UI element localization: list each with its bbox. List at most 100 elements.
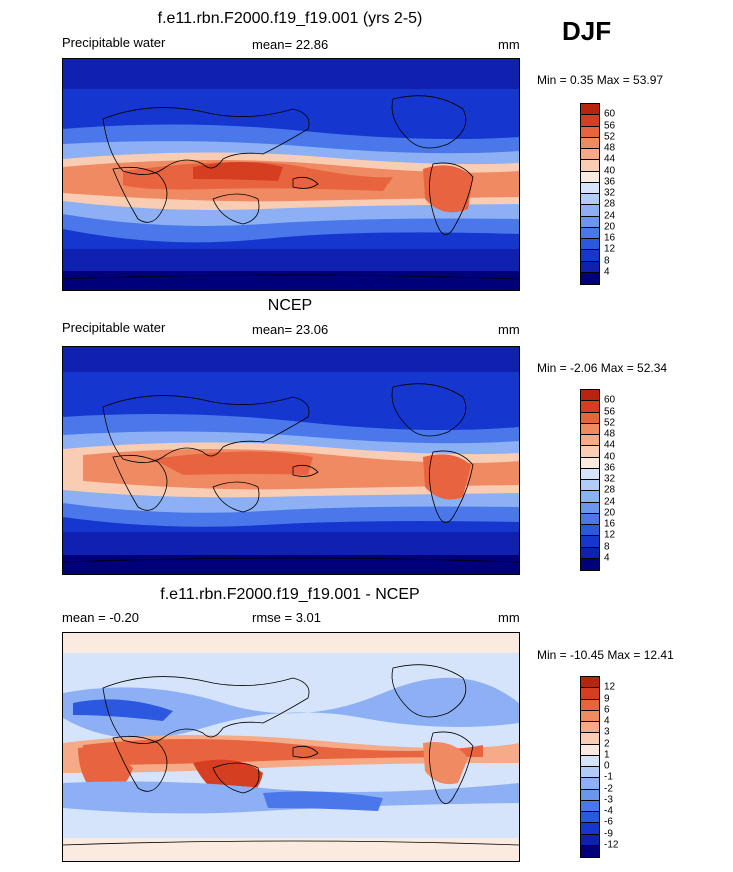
colorbar-swatch [581,699,599,711]
colorbar-tick-label: -12 [604,839,619,851]
colorbar-swatch [581,468,599,480]
panel2-colorbar-labels: 60 56 52 48 44 40 36 32 28 24 20 16 12 8 4 [580,389,620,569]
panel2-map-field [63,347,519,574]
panel3-map [62,632,520,862]
panel2-units: mm [498,322,520,337]
colorbar-swatch [581,710,599,722]
colorbar-tick-label: 0 [604,760,610,772]
colorbar-swatch [581,272,599,284]
colorbar-swatch [581,401,599,413]
panel3-minmax: Min = -10.45 Max = 12.41 [537,648,674,662]
colorbar-swatch [581,800,599,812]
panel2-minmax: Min = -2.06 Max = 52.34 [537,361,668,375]
colorbar-tick-label: 9 [604,693,610,704]
colorbar-swatch [581,502,599,514]
colorbar-tick-label: 2 [604,738,610,749]
panel1-mean-label: mean= 22.86 [252,37,329,52]
colorbar-swatch [581,227,599,239]
colorbar-swatch [581,115,599,127]
colorbar-tick-label: 56 [604,120,616,131]
colorbar-swatch [581,547,599,559]
colorbar-tick-label: 20 [604,221,616,233]
colorbar-tick-label: 52 [604,131,616,143]
colorbar-swatch [581,182,599,194]
colorbar-swatch [581,104,599,116]
colorbar-tick-label: 20 [604,507,616,519]
colorbar-tick-label: 32 [604,187,616,199]
colorbar-swatch [581,722,599,734]
colorbar-tick-label: 52 [604,417,616,429]
colorbar-tick-label: 8 [604,255,610,266]
colorbar-tick-label: 4 [604,266,610,278]
colorbar-tick-label: 44 [604,439,616,451]
colorbar-swatch [581,205,599,217]
colorbar-tick-label: 36 [604,462,616,474]
colorbar-swatch [581,767,599,779]
colorbar-tick-label: 32 [604,473,616,485]
colorbar-swatch [581,558,599,570]
panel1-units: mm [498,37,520,52]
colorbar-tick-label: 24 [604,210,616,221]
colorbar-tick-label: 56 [604,406,616,417]
colorbar-swatch [581,239,599,251]
colorbar-tick-label: 12 [604,529,616,541]
colorbar-swatch [581,834,599,846]
colorbar-tick-label: 40 [604,165,616,176]
colorbar-tick-label: -4 [604,805,613,817]
panel3-colorbar-labels: 12 9 6 4 3 2 1 0 -1 -2 -3 -4 -6 -9 -12 [580,676,620,856]
colorbar-tick-label: 48 [604,142,616,154]
colorbar-tick-label: 4 [604,715,610,727]
colorbar-swatch [581,525,599,537]
colorbar-swatch [581,778,599,790]
colorbar-swatch [581,688,599,700]
colorbar-swatch [581,812,599,824]
colorbar-tick-label: -6 [604,816,613,828]
colorbar-tick-label: -1 [604,771,613,783]
colorbar-swatch [581,513,599,525]
colorbar-tick-label: -3 [604,794,613,806]
colorbar-swatch [581,677,599,689]
colorbar-tick-label: 12 [604,243,616,255]
colorbar-swatch [581,823,599,835]
colorbar-swatch [581,446,599,458]
colorbar-swatch [581,171,599,183]
colorbar-swatch [581,126,599,138]
colorbar-tick-label: 16 [604,518,616,530]
panel1-title: f.e11.rbn.F2000.f19_f19.001 (yrs 2-5) [157,10,423,27]
panel3-map-field [63,633,519,861]
colorbar-tick-label: 40 [604,451,616,462]
colorbar-tick-label: 24 [604,496,616,507]
colorbar-swatch [581,250,599,262]
colorbar-tick-label: 48 [604,428,616,440]
colorbar-tick-label: 36 [604,176,616,188]
panel3-colorbar [580,676,600,858]
colorbar-tick-label: 1 [604,749,610,761]
panel3-units: mm [498,610,520,625]
colorbar-swatch [581,744,599,756]
colorbar-swatch [581,435,599,447]
panel2-title: NCEP [267,297,313,314]
colorbar-tick-label: -9 [604,828,613,839]
panel3-rmse-label: rmse = 3.01 [252,610,322,625]
panel1-variable-label: Precipitable water [62,35,166,50]
panel1-map [62,58,520,291]
colorbar-tick-label: 28 [604,484,616,496]
colorbar-tick-label: 28 [604,198,616,210]
colorbar-tick-label: 44 [604,153,616,165]
colorbar-swatch [581,423,599,435]
panel1-map-field [63,59,519,290]
colorbar-swatch [581,789,599,801]
colorbar-tick-label: 8 [604,541,610,552]
colorbar-swatch [581,216,599,228]
colorbar-tick-label: 6 [604,704,610,716]
panel1-colorbar [580,103,600,285]
colorbar-swatch [581,194,599,206]
panel2-variable-label: Precipitable water [62,320,166,335]
colorbar-swatch [581,491,599,503]
colorbar-tick-label: 4 [604,552,610,564]
colorbar-swatch [581,733,599,745]
colorbar-tick-label: 60 [604,394,616,406]
panel1-minmax: Min = 0.35 Max = 53.97 [537,73,664,87]
colorbar-tick-label: 60 [604,108,616,120]
panel3-title: f.e11.rbn.F2000.f19_f19.001 - NCEP [160,586,420,603]
